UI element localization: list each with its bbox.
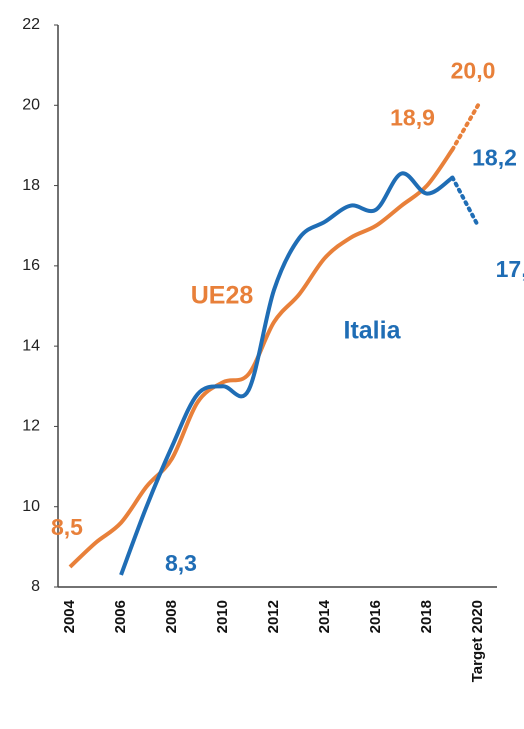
- series-name: Italia: [344, 317, 402, 345]
- y-tick-label: 8: [31, 578, 40, 595]
- x-tick-label: 2014: [316, 599, 333, 633]
- value-label: 8,5: [51, 514, 83, 540]
- value-label: 17,0: [496, 256, 524, 282]
- series-name: UE28: [191, 282, 254, 310]
- y-tick-label: 22: [22, 16, 40, 33]
- y-tick-label: 18: [22, 177, 40, 194]
- x-tick-label: 2012: [265, 600, 282, 633]
- x-tick-label: 2008: [163, 600, 180, 633]
- y-tick-label: 16: [22, 257, 40, 274]
- y-tick-label: 10: [22, 498, 40, 515]
- series-line: [119, 171, 454, 576]
- x-tick-label: 2018: [418, 600, 435, 633]
- target-line: [450, 103, 480, 152]
- x-tick-label: Target 2020: [469, 600, 486, 682]
- x-tick-label: 2004: [61, 599, 78, 633]
- x-tick-label: 2010: [214, 600, 231, 633]
- value-label: 8,3: [165, 550, 197, 576]
- y-tick-label: 12: [22, 418, 40, 435]
- target-line: [450, 175, 480, 228]
- series-line: [68, 148, 455, 569]
- value-label: 18,2: [472, 145, 517, 171]
- value-label: 18,9: [390, 105, 435, 131]
- y-tick-label: 20: [22, 97, 40, 114]
- x-tick-label: 2006: [112, 600, 129, 633]
- x-tick-label: 2016: [367, 600, 384, 633]
- y-tick-label: 14: [22, 337, 40, 354]
- value-label: 20,0: [451, 57, 496, 83]
